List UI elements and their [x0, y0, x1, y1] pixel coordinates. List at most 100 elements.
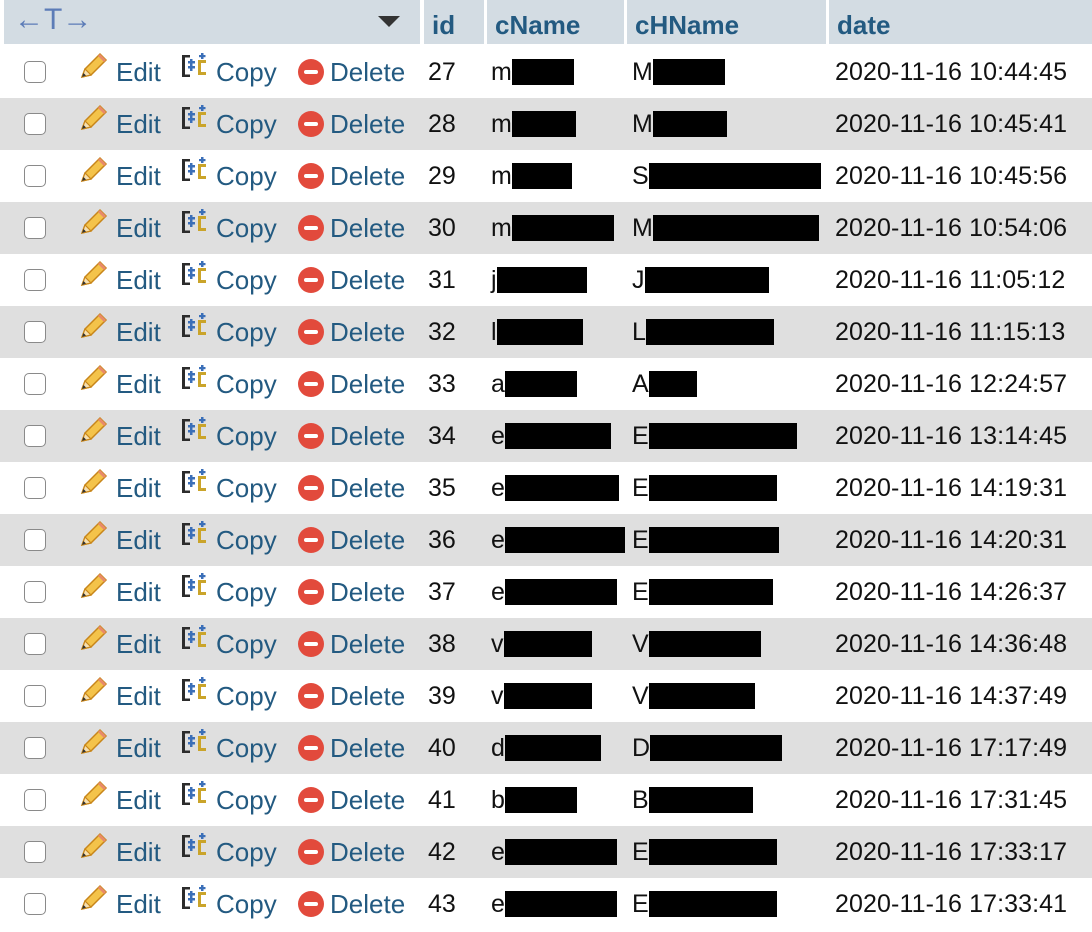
row-select-checkbox[interactable]: [24, 321, 46, 343]
edit-button[interactable]: Edit: [78, 514, 161, 566]
copy-button[interactable]: Copy: [180, 722, 277, 774]
edit-button[interactable]: Edit: [78, 722, 161, 774]
copy-label: Copy: [216, 629, 277, 659]
row-select-checkbox[interactable]: [24, 789, 46, 811]
edit-button[interactable]: Edit: [78, 46, 161, 98]
cell-cname: m: [491, 46, 574, 98]
table-row: Edit Copy Delete 33 a A 2020-11-16 12:24:57: [0, 358, 1092, 410]
delete-button[interactable]: Delete: [298, 774, 405, 826]
edit-button[interactable]: Edit: [78, 826, 161, 878]
row-select-checkbox[interactable]: [24, 841, 46, 863]
copy-label: Copy: [216, 317, 277, 347]
edit-label: Edit: [116, 681, 161, 711]
cell-date: 2020-11-16 12:24:57: [835, 370, 1068, 398]
copy-button[interactable]: Copy: [180, 150, 277, 202]
delete-button[interactable]: Delete: [298, 462, 405, 514]
pencil-icon: [78, 410, 110, 462]
row-select-checkbox[interactable]: [24, 113, 46, 135]
cell-cname: m: [491, 150, 572, 202]
delete-button[interactable]: Delete: [298, 98, 405, 150]
delete-button[interactable]: Delete: [298, 150, 405, 202]
column-header-date[interactable]: date: [829, 0, 1092, 44]
delete-button[interactable]: Delete: [298, 826, 405, 878]
row-select-checkbox[interactable]: [24, 685, 46, 707]
delete-button[interactable]: Delete: [298, 878, 405, 930]
redaction-bar: [511, 59, 574, 86]
delete-button[interactable]: Delete: [298, 722, 405, 774]
column-arrows-icon[interactable]: ←T→: [14, 3, 93, 36]
copy-button[interactable]: Copy: [180, 566, 277, 618]
copy-button[interactable]: Copy: [180, 774, 277, 826]
row-select-checkbox[interactable]: [24, 633, 46, 655]
row-select-checkbox[interactable]: [24, 581, 46, 603]
redaction-bar: [504, 735, 601, 762]
copy-button[interactable]: Copy: [180, 826, 277, 878]
cell-chname: B: [632, 774, 753, 826]
delete-button[interactable]: Delete: [298, 46, 405, 98]
delete-button[interactable]: Delete: [298, 254, 405, 306]
column-header-cname[interactable]: cName: [487, 0, 624, 44]
edit-button[interactable]: Edit: [78, 618, 161, 670]
chname-visible-text: L: [632, 318, 646, 346]
copy-icon: [180, 826, 210, 878]
edit-button[interactable]: Edit: [78, 358, 161, 410]
row-select-checkbox[interactable]: [24, 61, 46, 83]
copy-button[interactable]: Copy: [180, 254, 277, 306]
edit-button[interactable]: Edit: [78, 150, 161, 202]
row-select-checkbox[interactable]: [24, 477, 46, 499]
copy-button[interactable]: Copy: [180, 618, 277, 670]
copy-button[interactable]: Copy: [180, 878, 277, 930]
column-header-chname[interactable]: cHName: [627, 0, 826, 44]
delete-button[interactable]: Delete: [298, 202, 405, 254]
edit-button[interactable]: Edit: [78, 306, 161, 358]
table-row: Edit Copy Delete 41 b B 2020-11-16 17:31:45: [0, 774, 1092, 826]
redaction-bar: [503, 631, 592, 658]
edit-button[interactable]: Edit: [78, 410, 161, 462]
table-row: Edit Copy Delete 35 e E 2020-11-16 14:19:31: [0, 462, 1092, 514]
row-select-checkbox[interactable]: [24, 893, 46, 915]
row-select-checkbox[interactable]: [24, 425, 46, 447]
row-select-checkbox[interactable]: [24, 529, 46, 551]
copy-button[interactable]: Copy: [180, 98, 277, 150]
column-header-id[interactable]: id: [424, 0, 484, 44]
edit-button[interactable]: Edit: [78, 254, 161, 306]
cell-chname: M: [632, 98, 727, 150]
delete-button[interactable]: Delete: [298, 618, 405, 670]
cell-chname: E: [632, 566, 773, 618]
copy-button[interactable]: Copy: [180, 670, 277, 722]
edit-button[interactable]: Edit: [78, 878, 161, 930]
redaction-bar: [504, 579, 617, 606]
row-select-checkbox[interactable]: [24, 373, 46, 395]
edit-button[interactable]: Edit: [78, 98, 161, 150]
copy-button[interactable]: Copy: [180, 46, 277, 98]
copy-button[interactable]: Copy: [180, 410, 277, 462]
edit-button[interactable]: Edit: [78, 670, 161, 722]
redaction-bar: [650, 735, 783, 762]
delete-button[interactable]: Delete: [298, 566, 405, 618]
cell-chname: J: [632, 254, 769, 306]
edit-button[interactable]: Edit: [78, 462, 161, 514]
cell-id: 28: [428, 110, 456, 138]
edit-button[interactable]: Edit: [78, 774, 161, 826]
edit-button[interactable]: Edit: [78, 566, 161, 618]
edit-button[interactable]: Edit: [78, 202, 161, 254]
row-select-checkbox[interactable]: [24, 269, 46, 291]
cname-visible-text: j: [491, 266, 497, 294]
delete-button[interactable]: Delete: [298, 514, 405, 566]
row-select-checkbox[interactable]: [24, 165, 46, 187]
delete-button[interactable]: Delete: [298, 358, 405, 410]
copy-button[interactable]: Copy: [180, 202, 277, 254]
cname-visible-text: m: [491, 214, 512, 242]
row-select-checkbox[interactable]: [24, 217, 46, 239]
copy-button[interactable]: Copy: [180, 462, 277, 514]
redaction-bar: [504, 475, 619, 502]
copy-button[interactable]: Copy: [180, 306, 277, 358]
delete-button[interactable]: Delete: [298, 410, 405, 462]
delete-button[interactable]: Delete: [298, 670, 405, 722]
delete-button[interactable]: Delete: [298, 306, 405, 358]
delete-label: Delete: [330, 161, 406, 191]
copy-button[interactable]: Copy: [180, 514, 277, 566]
sort-down-icon[interactable]: [378, 16, 400, 27]
row-select-checkbox[interactable]: [24, 737, 46, 759]
copy-button[interactable]: Copy: [180, 358, 277, 410]
